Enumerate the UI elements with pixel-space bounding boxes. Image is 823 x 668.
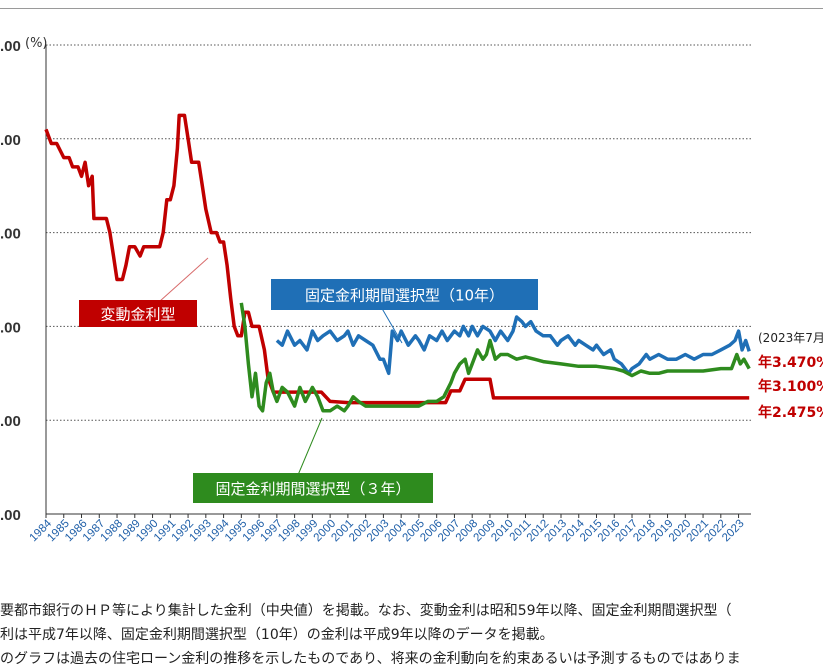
series-line-1 xyxy=(275,315,751,376)
y-tick-label: .00 xyxy=(0,38,21,55)
y-tick-label: .00 xyxy=(0,226,21,243)
end-annotation-value: 年2.475% xyxy=(758,404,823,421)
y-tick-label: .00 xyxy=(0,319,21,336)
end-annotation-value: 年3.100% xyxy=(758,378,823,395)
end-annotation-value: 年3.470% xyxy=(758,354,823,371)
series-label-box xyxy=(271,279,538,310)
y-unit-label: (%) xyxy=(25,36,48,51)
footnote-line-2: 利は平成7年以降、固定金利期間選択型（10年）の金利は平成9年以降のデータを掲載… xyxy=(0,627,554,643)
series-label-text: 固定金利期間選択型（３年） xyxy=(215,480,410,498)
series-line-0 xyxy=(44,113,750,405)
series-label-text: 変動金利型 xyxy=(100,306,175,324)
footnote-line-3: のグラフは過去の住宅ローン金利の推移を示したものであり、将来の金利動向を約束ある… xyxy=(0,651,741,667)
series-label-box xyxy=(79,300,197,327)
top-divider xyxy=(0,8,823,9)
series-label-box xyxy=(193,473,433,503)
label-leader-line xyxy=(379,304,403,344)
footnote-line-1: 要都市銀行のＨＰ等により集計した金利（中央値）を掲載。なお、変動金利は昭和59年… xyxy=(0,603,732,619)
end-annotation-date: (2023年7月 xyxy=(758,331,823,345)
y-tick-label: .00 xyxy=(0,132,21,149)
line-chart: .00.00.00.00.00.00(%)1984198519861987198… xyxy=(0,36,823,544)
series-label-text: 固定金利期間選択型（10年） xyxy=(305,287,504,305)
label-leader-line xyxy=(297,417,323,476)
y-tick-label: .00 xyxy=(0,413,21,430)
y-tick-label: .00 xyxy=(0,507,21,524)
series-line-2 xyxy=(239,302,751,413)
